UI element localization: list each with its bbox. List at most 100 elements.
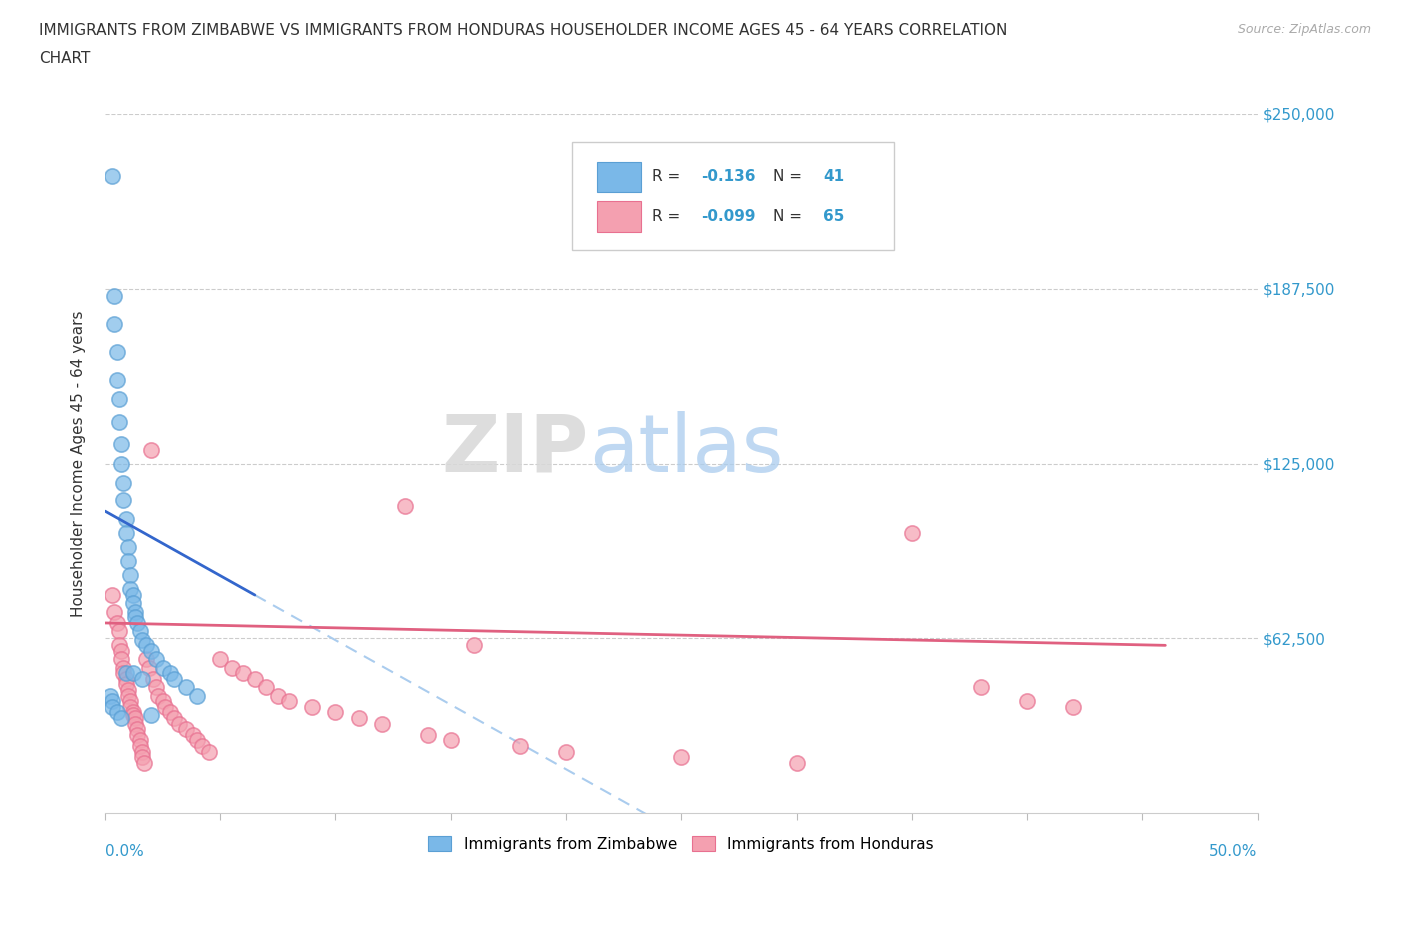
Immigrants from Zimbabwe <box>131 632 153 647</box>
Immigrants from Honduras <box>112 666 135 681</box>
Immigrants from Honduras <box>128 738 150 753</box>
Immigrants from Honduras <box>163 711 186 725</box>
Immigrants from Zimbabwe <box>152 660 174 675</box>
Immigrants from Honduras <box>153 699 176 714</box>
Immigrants from Honduras <box>370 716 392 731</box>
Text: 41: 41 <box>823 169 844 184</box>
Immigrants from Honduras <box>347 711 370 725</box>
Immigrants from Zimbabwe <box>121 596 143 611</box>
Immigrants from Zimbabwe <box>98 688 121 703</box>
Immigrants from Honduras <box>267 688 290 703</box>
Text: 50.0%: 50.0% <box>1209 844 1257 858</box>
Immigrants from Honduras <box>103 604 125 619</box>
Text: R =: R = <box>652 169 686 184</box>
Immigrants from Honduras <box>139 442 162 457</box>
Immigrants from Honduras <box>463 638 485 653</box>
Immigrants from Honduras <box>209 652 232 667</box>
Immigrants from Honduras <box>117 683 139 698</box>
Immigrants from Zimbabwe <box>159 666 181 681</box>
Immigrants from Honduras <box>117 688 139 703</box>
Immigrants from Honduras <box>186 733 208 748</box>
Immigrants from Honduras <box>135 652 157 667</box>
FancyBboxPatch shape <box>598 162 641 193</box>
Immigrants from Zimbabwe <box>139 708 162 723</box>
Immigrants from Honduras <box>114 671 136 686</box>
Immigrants from Honduras <box>325 705 347 720</box>
Immigrants from Honduras <box>124 716 146 731</box>
FancyBboxPatch shape <box>572 142 894 250</box>
Immigrants from Zimbabwe <box>120 582 142 597</box>
Text: R =: R = <box>652 209 686 224</box>
Immigrants from Zimbabwe <box>108 392 131 406</box>
Immigrants from Honduras <box>131 750 153 764</box>
Immigrants from Zimbabwe <box>128 624 150 639</box>
Immigrants from Honduras <box>145 680 167 695</box>
Immigrants from Honduras <box>278 694 301 709</box>
Text: CHART: CHART <box>39 51 91 66</box>
Immigrants from Zimbabwe <box>108 414 131 429</box>
Immigrants from Zimbabwe <box>117 540 139 555</box>
Immigrants from Honduras <box>301 699 323 714</box>
Y-axis label: Householder Income Ages 45 - 64 years: Householder Income Ages 45 - 64 years <box>72 311 86 617</box>
Immigrants from Honduras <box>786 755 808 770</box>
Immigrants from Zimbabwe <box>114 512 136 527</box>
Immigrants from Honduras <box>121 708 143 723</box>
Immigrants from Honduras <box>221 660 243 675</box>
Immigrants from Honduras <box>128 733 150 748</box>
Immigrants from Zimbabwe <box>105 344 128 359</box>
Immigrants from Honduras <box>138 660 160 675</box>
Immigrants from Honduras <box>509 738 531 753</box>
Immigrants from Zimbabwe <box>174 680 197 695</box>
Immigrants from Zimbabwe <box>110 456 132 471</box>
Immigrants from Honduras <box>121 705 143 720</box>
Immigrants from Honduras <box>108 638 131 653</box>
Immigrants from Honduras <box>108 624 131 639</box>
Text: 0.0%: 0.0% <box>105 844 143 858</box>
Immigrants from Zimbabwe <box>103 316 125 331</box>
Immigrants from Honduras <box>110 652 132 667</box>
Immigrants from Zimbabwe <box>105 372 128 387</box>
Immigrants from Zimbabwe <box>105 705 128 720</box>
Immigrants from Honduras <box>243 671 266 686</box>
Immigrants from Honduras <box>142 671 165 686</box>
Immigrants from Zimbabwe <box>120 568 142 583</box>
Immigrants from Zimbabwe <box>121 588 143 603</box>
Immigrants from Honduras <box>112 660 135 675</box>
Immigrants from Zimbabwe <box>101 694 124 709</box>
Text: IMMIGRANTS FROM ZIMBABWE VS IMMIGRANTS FROM HONDURAS HOUSEHOLDER INCOME AGES 45 : IMMIGRANTS FROM ZIMBABWE VS IMMIGRANTS F… <box>39 23 1008 38</box>
Immigrants from Honduras <box>191 738 214 753</box>
Immigrants from Zimbabwe <box>110 711 132 725</box>
Immigrants from Honduras <box>174 722 197 737</box>
Immigrants from Zimbabwe <box>101 699 124 714</box>
Immigrants from Honduras <box>124 711 146 725</box>
Immigrants from Honduras <box>120 694 142 709</box>
Immigrants from Honduras <box>131 744 153 759</box>
Immigrants from Honduras <box>671 750 693 764</box>
Immigrants from Honduras <box>254 680 277 695</box>
Text: Source: ZipAtlas.com: Source: ZipAtlas.com <box>1237 23 1371 36</box>
Immigrants from Zimbabwe <box>112 493 135 508</box>
Immigrants from Honduras <box>1062 699 1084 714</box>
Immigrants from Honduras <box>134 755 156 770</box>
Immigrants from Honduras <box>114 677 136 692</box>
Immigrants from Honduras <box>416 727 439 742</box>
Immigrants from Zimbabwe <box>121 666 143 681</box>
Immigrants from Honduras <box>181 727 204 742</box>
Immigrants from Zimbabwe <box>124 610 146 625</box>
Immigrants from Honduras <box>152 694 174 709</box>
Text: ZIP: ZIP <box>441 410 589 488</box>
Text: N =: N = <box>773 209 807 224</box>
Immigrants from Zimbabwe <box>145 652 167 667</box>
Immigrants from Zimbabwe <box>127 616 149 631</box>
Immigrants from Honduras <box>127 727 149 742</box>
Text: -0.136: -0.136 <box>700 169 755 184</box>
Immigrants from Honduras <box>555 744 578 759</box>
Immigrants from Honduras <box>232 666 254 681</box>
Immigrants from Honduras <box>105 616 128 631</box>
Immigrants from Zimbabwe <box>114 666 136 681</box>
Immigrants from Honduras <box>110 644 132 658</box>
Text: -0.099: -0.099 <box>700 209 755 224</box>
Immigrants from Zimbabwe <box>163 671 186 686</box>
Text: atlas: atlas <box>589 410 783 488</box>
Immigrants from Honduras <box>900 526 922 541</box>
